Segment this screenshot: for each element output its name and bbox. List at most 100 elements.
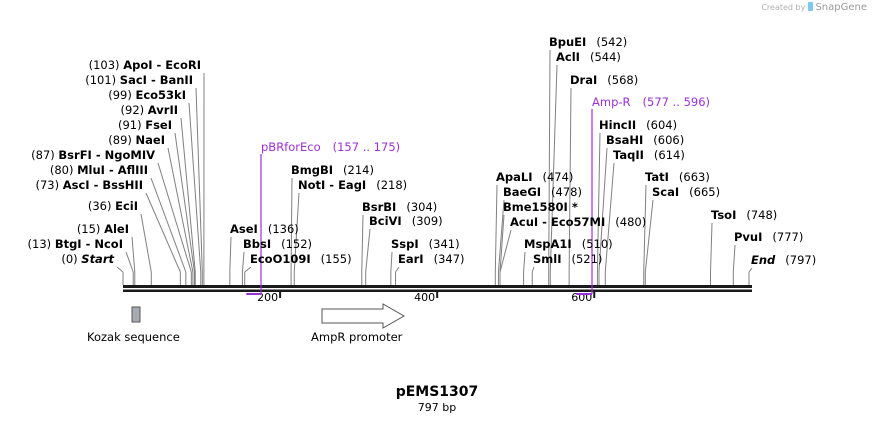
site-label[interactable]: TatI (663) <box>645 170 710 184</box>
site-position: (214) <box>343 163 374 177</box>
site-connector <box>568 87 572 273</box>
site-connector <box>157 162 192 273</box>
site-connector <box>598 147 608 273</box>
site-position: (474) <box>543 170 574 184</box>
site-position: (521) <box>572 252 603 266</box>
site-label[interactable]: (99) Eco53kI <box>108 88 186 102</box>
site-label[interactable]: TsoI (748) <box>711 208 777 222</box>
site-label[interactable]: BciVI (309) <box>369 214 443 228</box>
site-label[interactable]: (15) AleI <box>77 222 129 236</box>
site-label[interactable]: ApaLI (474) <box>496 170 573 184</box>
site-position: (478) <box>551 185 582 199</box>
site-connector <box>150 177 187 273</box>
site-label[interactable]: AcuI - Eco57MI (480) <box>510 215 646 229</box>
site-name: BtgI - NcoI <box>55 237 123 251</box>
site-label[interactable]: (13) BtgI - NcoI <box>28 237 123 251</box>
site-connector <box>131 236 136 273</box>
site-name: NaeI <box>136 133 165 147</box>
site-label[interactable]: End (797) <box>751 253 816 267</box>
site-position: (542) <box>596 35 627 49</box>
site-position: (136) <box>268 222 299 236</box>
site-name: NotI - EagI <box>298 178 366 192</box>
site-label[interactable]: (73) AscI - BssHII <box>35 178 143 192</box>
site-connector <box>395 266 400 273</box>
site-connector <box>643 184 647 273</box>
primer-name: pBRforEco <box>261 140 321 154</box>
site-name: Bme1580I * <box>503 200 578 214</box>
site-label[interactable]: DraI (568) <box>570 73 638 87</box>
feature-kozak[interactable]: Kozak sequence <box>87 306 180 344</box>
site-position: (152) <box>281 237 312 251</box>
site-label[interactable]: (103) ApoI - EcoRI <box>89 58 201 72</box>
site-connector <box>549 64 558 273</box>
site-label[interactable]: HincII (604) <box>599 118 677 132</box>
site-position: (218) <box>376 178 407 192</box>
site-label[interactable]: (80) MluI - AflIII <box>50 163 148 177</box>
site-connector <box>195 87 203 273</box>
site-name: MluI - AflIII <box>77 163 148 177</box>
site-position: (480) <box>615 215 646 229</box>
site-position: (568) <box>607 73 638 87</box>
site-connector <box>748 267 753 273</box>
site-name: HincII <box>599 118 636 132</box>
site-name: DraI <box>570 73 597 87</box>
ampr-promoter-arrow[interactable] <box>321 303 406 329</box>
site-label[interactable]: BpuEI (542) <box>549 35 627 49</box>
site-name: MspA1I <box>524 237 572 251</box>
site-position: (89) <box>108 133 135 147</box>
primer-pbrforeco[interactable]: pBRforEco (157 .. 175) <box>246 140 400 295</box>
site-label[interactable]: (89) NaeI <box>108 133 165 147</box>
site-connector <box>604 162 615 273</box>
site-name: PvuI <box>734 230 762 244</box>
primer-amp-r[interactable]: Amp-R (577 .. 596) <box>576 95 710 295</box>
site-label[interactable]: SspI (341) <box>391 237 460 251</box>
site-label[interactable]: BmgBI (214) <box>291 163 374 177</box>
site-connector <box>361 214 364 273</box>
site-position: (73) <box>35 178 62 192</box>
site-connector <box>548 49 551 273</box>
site-label[interactable]: NotI - EagI (218) <box>298 178 407 192</box>
site-name: ApaLI <box>496 170 533 184</box>
snapgene-logo-icon <box>807 2 813 11</box>
site-label[interactable]: SmlI (521) <box>533 252 602 266</box>
feature-ampr-promoter[interactable]: AmpR promoter <box>311 303 406 344</box>
site-label[interactable]: BsrBI (304) <box>362 200 437 214</box>
site-label[interactable]: TaqII (614) <box>613 148 685 162</box>
site-label[interactable]: (92) AvrII <box>121 103 178 117</box>
backbone-top-strand <box>123 285 752 288</box>
site-connector <box>145 192 181 273</box>
site-label[interactable]: MspA1I (510) <box>524 237 613 251</box>
site-name: BpuEI <box>549 35 586 49</box>
site-label[interactable]: EarI (347) <box>398 252 465 266</box>
site-name: AcuI - Eco57MI <box>510 215 605 229</box>
site-label[interactable]: (87) BsrFI - NgoMIV <box>31 148 155 162</box>
site-connector <box>180 117 196 273</box>
kozak-box[interactable] <box>131 306 141 323</box>
site-name: AvrII <box>148 103 178 117</box>
site-label[interactable]: PvuI (777) <box>734 230 803 244</box>
site-connector <box>188 102 202 273</box>
site-name: BmgBI <box>291 163 333 177</box>
site-label[interactable]: ScaI (665) <box>652 185 720 199</box>
site-label[interactable]: (101) SacI - BanII <box>85 73 193 87</box>
site-label[interactable]: AclI (544) <box>556 50 621 64</box>
site-label[interactable]: BaeGI (478) <box>503 185 582 199</box>
site-label[interactable]: AseI (136) <box>230 222 299 236</box>
site-label[interactable]: Bme1580I * <box>503 200 578 214</box>
site-label[interactable]: BbsI (152) <box>243 237 312 251</box>
site-position: (36) <box>88 199 115 213</box>
site-connector <box>732 244 736 273</box>
tick-mark <box>436 292 439 298</box>
site-position: (665) <box>689 185 720 199</box>
site-label[interactable]: (36) EciI <box>88 199 138 213</box>
credit-prefix: Created by <box>761 3 806 12</box>
site-position: (748) <box>746 208 777 222</box>
site-labels[interactable]: (0) Start(13) BtgI - NcoI(15) AleI (36) E… <box>28 35 817 267</box>
site-label[interactable]: (91) FseI <box>118 118 172 132</box>
credit-brand: SnapGene <box>815 2 867 13</box>
site-label[interactable]: (0) Start <box>61 252 114 266</box>
site-label[interactable]: EcoO109I (155) <box>250 252 352 266</box>
site-label[interactable]: BsaHI (606) <box>606 133 684 147</box>
site-position: (347) <box>434 252 465 266</box>
